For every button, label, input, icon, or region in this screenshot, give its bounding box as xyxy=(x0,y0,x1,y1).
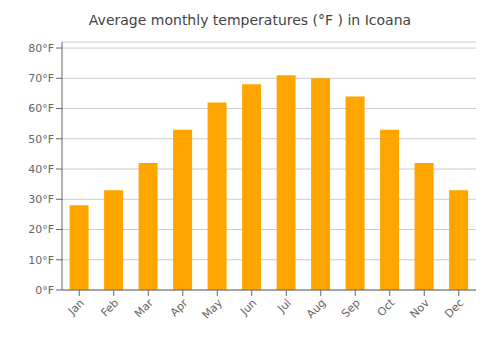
svg-text:Apr: Apr xyxy=(168,296,191,319)
svg-text:40°F: 40°F xyxy=(28,163,54,176)
svg-text:70°F: 70°F xyxy=(28,72,54,85)
svg-text:Sep: Sep xyxy=(339,296,363,320)
svg-text:80°F: 80°F xyxy=(28,42,54,55)
svg-text:20°F: 20°F xyxy=(28,223,54,236)
svg-text:Jan: Jan xyxy=(65,296,87,318)
svg-text:Feb: Feb xyxy=(98,296,121,319)
svg-text:May: May xyxy=(200,296,226,322)
svg-text:Mar: Mar xyxy=(132,296,156,320)
svg-text:0°F: 0°F xyxy=(35,284,54,297)
svg-text:Dec: Dec xyxy=(442,296,466,320)
svg-text:Jun: Jun xyxy=(237,296,259,318)
svg-text:Jul: Jul xyxy=(275,296,294,315)
svg-text:60°F: 60°F xyxy=(28,102,54,115)
svg-text:10°F: 10°F xyxy=(28,254,54,267)
svg-text:Aug: Aug xyxy=(304,296,328,320)
svg-text:50°F: 50°F xyxy=(28,133,54,146)
svg-text:30°F: 30°F xyxy=(28,193,54,206)
svg-text:Nov: Nov xyxy=(408,296,433,321)
html-text:Average monthly temperatures (: Average monthly temperatures (°F ) in Ic… xyxy=(88,12,412,28)
svg-text:Oct: Oct xyxy=(375,296,398,319)
